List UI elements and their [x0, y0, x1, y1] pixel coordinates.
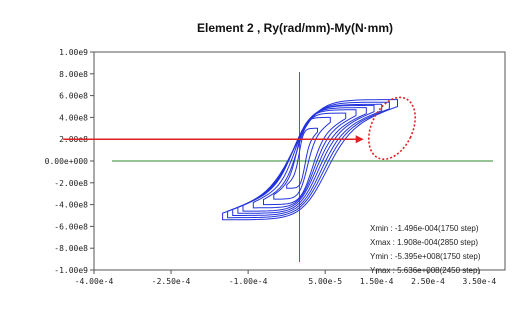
hysteresis-loop: [263, 112, 347, 206]
hysteresis-loop: [286, 127, 318, 189]
hysteresis-loop: [273, 116, 331, 200]
stat-ymax: Ymax : 5.636e+008(2450 step): [370, 266, 480, 275]
hysteresis-loop: [222, 99, 398, 221]
y-tick-label: -8.00e8: [54, 244, 88, 253]
stats-box: Xmin : -1.496e-004(1750 step) Xmax : 1.9…: [370, 224, 481, 275]
hysteresis-loop: [252, 109, 357, 209]
x-tick-label: 2.50e-4: [411, 277, 445, 286]
stat-xmax: Xmax : 1.908e-004(2850 step): [370, 238, 478, 247]
stat-ymin: Ymin : -5.395e+008(1750 step): [370, 252, 481, 261]
stat-xmin: Xmin : -1.496e-004(1750 step): [370, 224, 479, 233]
x-tick-label: 5.00e-5: [308, 277, 342, 286]
y-tick-label: 1.00e9: [59, 48, 88, 57]
y-tick-label: 6.00e8: [59, 92, 88, 101]
x-tick-label: -4.00e-4: [75, 277, 114, 286]
y-tick-label: -1.00e9: [54, 266, 88, 275]
annotations: [63, 96, 416, 160]
y-tick-label: -2.00e8: [54, 179, 88, 188]
x-tick-label: -2.50e-4: [152, 277, 191, 286]
hysteresis-series: [222, 99, 398, 221]
x-tick-label: 1.50e-4: [360, 277, 394, 286]
crosshair: [112, 72, 493, 262]
annotation-ellipse: [367, 96, 416, 160]
y-tick-label: -4.00e8: [54, 201, 88, 210]
annotation-arrowhead: [355, 135, 364, 144]
y-tick-label: 4.00e8: [59, 113, 88, 122]
chart-title: Element 2 , Ry(rad/mm)-My(N·mm): [197, 21, 393, 35]
x-tick-label: 3.50e-4: [462, 277, 496, 286]
y-tick-label: -6.00e8: [54, 222, 88, 231]
y-tick-label: 0.00e+000: [45, 157, 89, 166]
y-tick-label: 8.00e8: [59, 70, 88, 79]
x-tick-label: -1.00e-4: [229, 277, 268, 286]
